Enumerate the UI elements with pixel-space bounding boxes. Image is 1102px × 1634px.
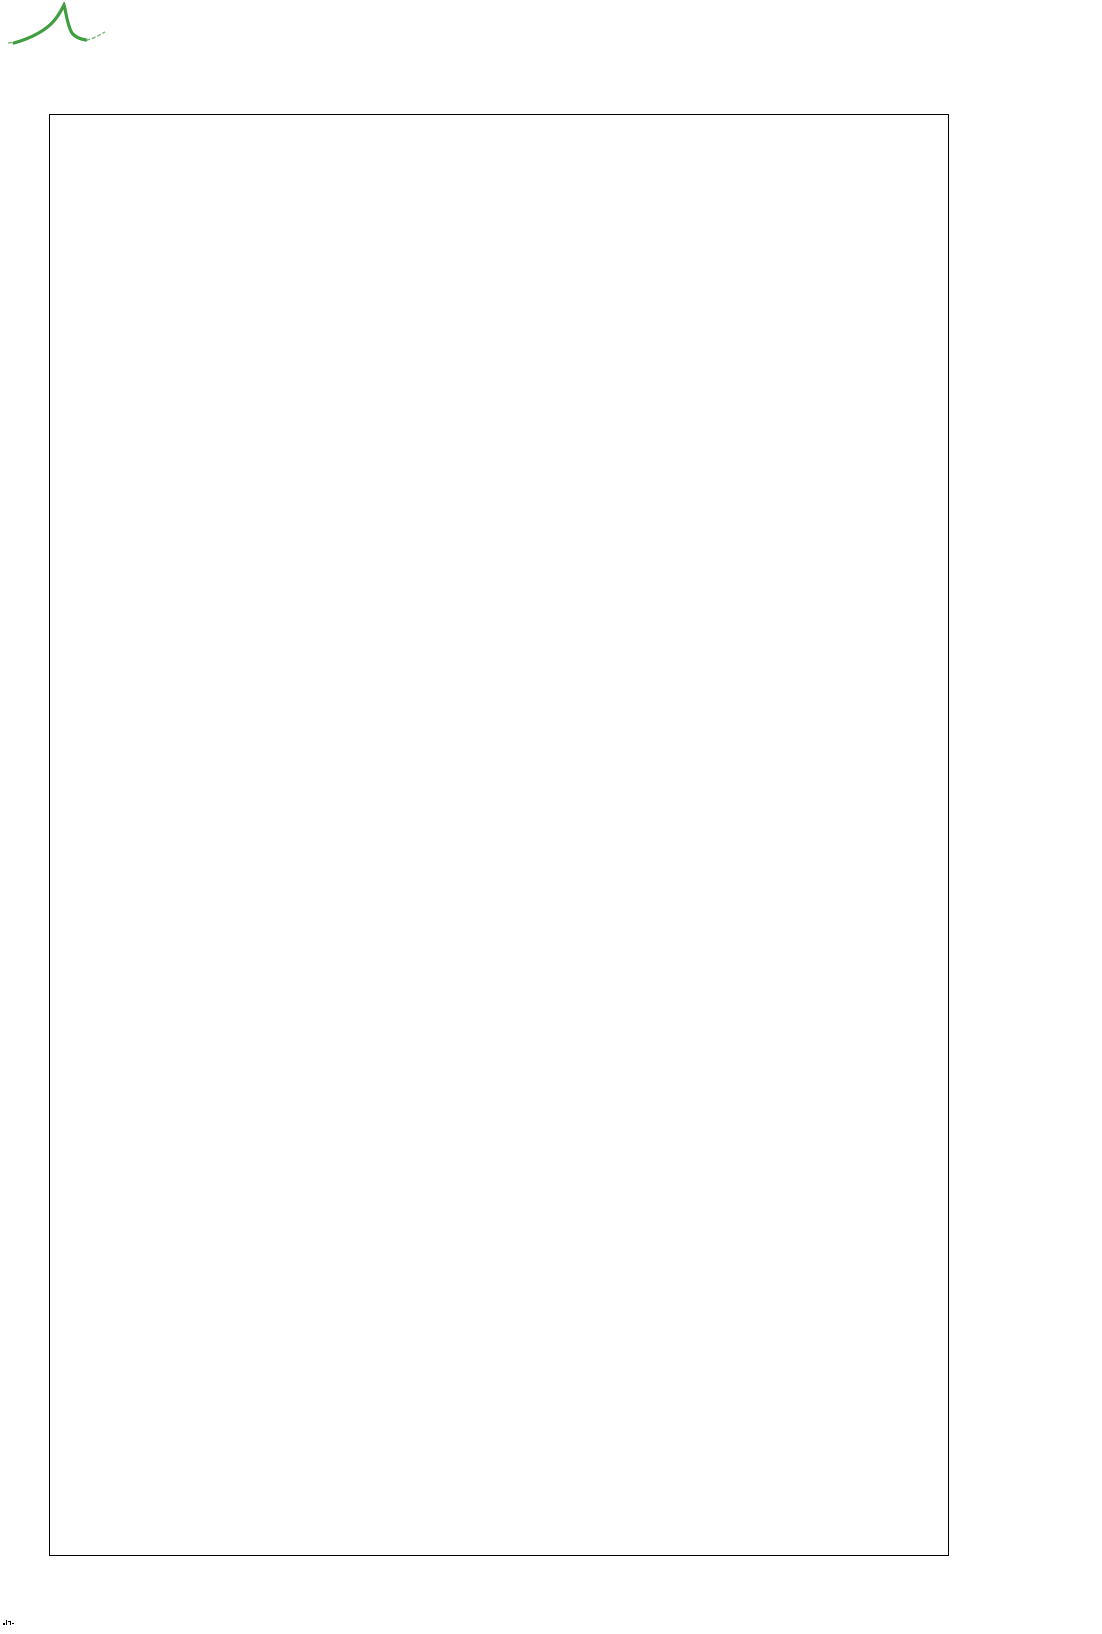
logo-mountain-icon bbox=[12, 2, 88, 45]
spectrogram-plot-frame bbox=[49, 114, 949, 1556]
logo-tail-right-icon bbox=[85, 31, 106, 41]
spectrogram-canvas bbox=[50, 115, 948, 1555]
corner-mark-icon bbox=[3, 1620, 14, 1625]
opgc-logo bbox=[7, 2, 106, 45]
seismic-trace-canvas bbox=[1008, 115, 1102, 1555]
